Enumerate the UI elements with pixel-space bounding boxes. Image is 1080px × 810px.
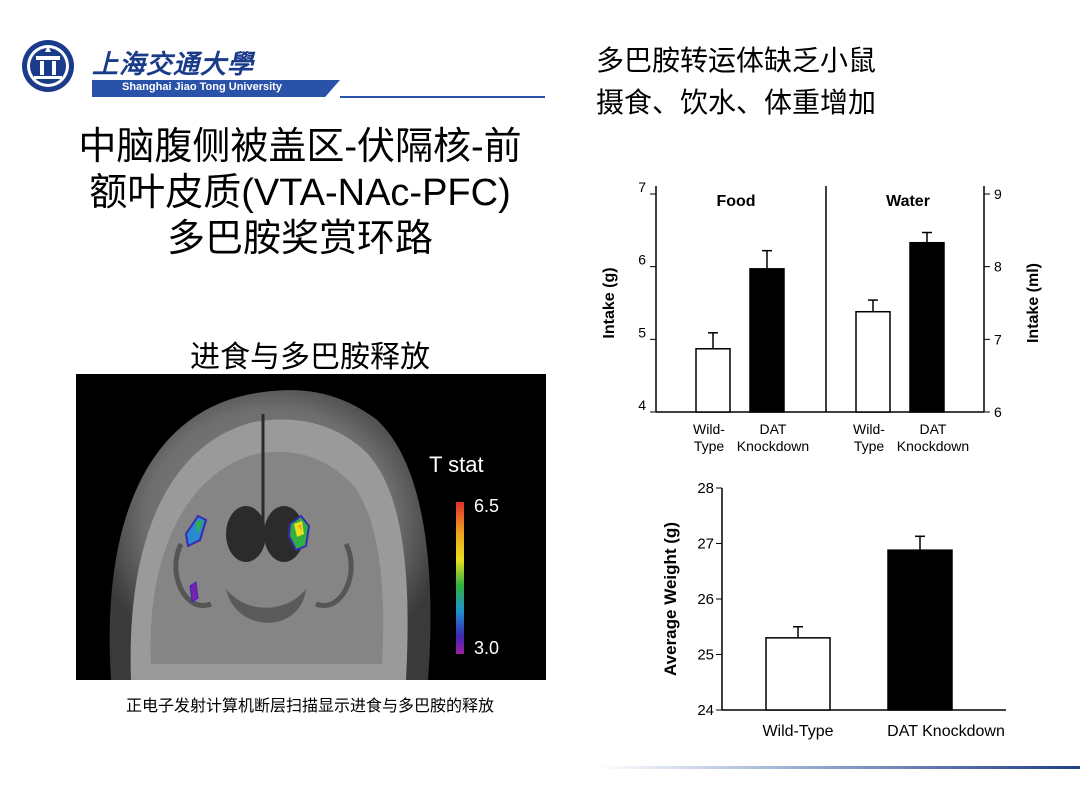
header-rule (340, 96, 545, 98)
footer-rule (598, 766, 1080, 769)
left-tick-label: 6 (638, 252, 646, 268)
y-tick-label: 28 (697, 480, 714, 497)
title-line: 额叶皮质(VTA-NAc-PFC) (89, 172, 511, 214)
y-tick-label: 24 (697, 702, 714, 719)
left-tick-label: 7 (638, 179, 646, 195)
title-line: 中脑腹侧被盖区-伏隔核-前 (78, 126, 522, 168)
x-category-label: Knockdown (737, 438, 809, 454)
y-axis-label-right: Intake (ml) (1025, 263, 1042, 343)
left-tick-label: 5 (638, 324, 646, 340)
right-heading: 多巴胺转运体缺乏小鼠 摄食、饮水、体重增加 (596, 40, 876, 124)
brain-heading: 进食与多巴胺释放 (190, 340, 430, 375)
slide-title: 中脑腹侧被盖区-伏隔核-前 额叶皮质(VTA-NAc-PFC) 多巴胺奖赏环路 (40, 124, 560, 262)
weight-bar-chart: 24 25 26 27 28 Average Weight (g) Wild-Type DAT… (661, 480, 1006, 740)
t-stat-min: 3.0 (474, 638, 499, 658)
x-category-label: Wild-Type (762, 723, 833, 740)
x-category-label: Type (694, 438, 725, 454)
bar-weight-0 (765, 637, 831, 711)
brain-caption: 正电子发射计算机断层扫描显示进食与多巴胺的释放 (125, 696, 494, 715)
bar-water-1 (909, 241, 945, 413)
t-stat-max: 6.5 (474, 496, 499, 516)
right-tick-label: 6 (994, 404, 1002, 420)
university-name-chinese: 上海交通大學 (92, 50, 255, 80)
university-name-english: Shanghai Jiao Tong University (122, 81, 282, 93)
right-heading-line: 摄食、饮水、体重增加 (596, 86, 877, 119)
x-category-label: DAT (920, 421, 947, 437)
x-category-label: Type (854, 438, 885, 454)
t-stat-label: T stat (429, 452, 484, 477)
y-axis-label: Average Weight (g) (661, 522, 680, 676)
right-heading-line: 多巴胺转运体缺乏小鼠 (596, 44, 877, 77)
x-category-label: DAT (760, 421, 787, 437)
right-tick-label: 8 (994, 259, 1002, 275)
university-name-band (92, 80, 340, 97)
title-line: 多巴胺奖赏环路 (166, 218, 433, 260)
x-category-label: Knockdown (897, 438, 969, 454)
y-tick-label: 26 (697, 591, 714, 608)
right-tick-label: 9 (994, 186, 1002, 202)
bar-water-0 (855, 310, 891, 413)
y-tick-label: 27 (697, 536, 714, 553)
activation-lower-spot (189, 581, 199, 603)
bar-food-1 (749, 268, 785, 413)
bar-weight-1 (887, 549, 953, 711)
panel-title-food: Food (716, 193, 755, 210)
intake-bar-chart: 4 5 6 7 6 7 8 9 Intake (g) Intake (ml) Food Water Wi… (601, 179, 1042, 454)
panel-title-water: Water (886, 193, 930, 210)
t-stat-color-scale (456, 502, 464, 654)
x-category-label: Wild- (853, 421, 885, 437)
pet-brain-image: T stat 6.5 3.0 (76, 374, 546, 680)
university-seal-logo (22, 40, 74, 92)
bar-food-0 (695, 348, 731, 413)
y-tick-label: 25 (697, 647, 714, 664)
right-tick-label: 7 (994, 331, 1002, 347)
x-category-label: DAT Knockdown (887, 723, 1005, 740)
y-axis-label-left: Intake (g) (601, 267, 618, 338)
x-category-label: Wild- (693, 421, 725, 437)
left-tick-label: 4 (638, 397, 646, 413)
